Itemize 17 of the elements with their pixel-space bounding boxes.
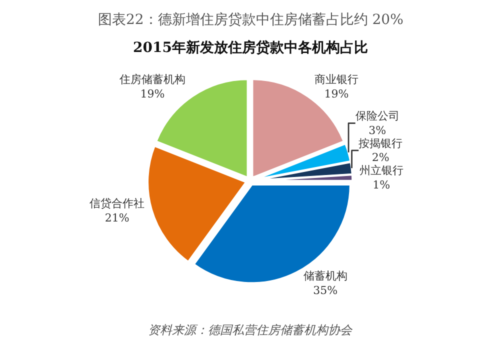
text: 资料来源：德国私营住房储蓄机构协会 — [148, 323, 353, 337]
slice-label: 储蓄机构 — [303, 270, 348, 283]
data-label: 3% — [368, 124, 386, 137]
slice-label: 州立银行 — [359, 164, 404, 178]
slice-label: 保险公司 — [355, 110, 400, 123]
data-label: 1% — [372, 178, 390, 192]
chart-subtitle: 2015年新发放住房贷款中各机构占比 — [133, 39, 368, 56]
data-label: 19% — [140, 87, 165, 100]
slice-label: 信贷合作社 — [90, 197, 145, 210]
data-label: 19% — [324, 87, 349, 100]
data-label: 2% — [372, 151, 390, 164]
data-label: 21% — [104, 211, 130, 224]
chart-title: 图表22：德新增住房贷款中住房储蓄占比约 20% — [98, 12, 404, 28]
data-label: 35% — [313, 284, 338, 297]
slice-label: 住房储蓄机构 — [120, 73, 186, 86]
slice-label: 商业银行 — [314, 73, 358, 86]
slice-label: 按揭银行 — [358, 136, 403, 150]
